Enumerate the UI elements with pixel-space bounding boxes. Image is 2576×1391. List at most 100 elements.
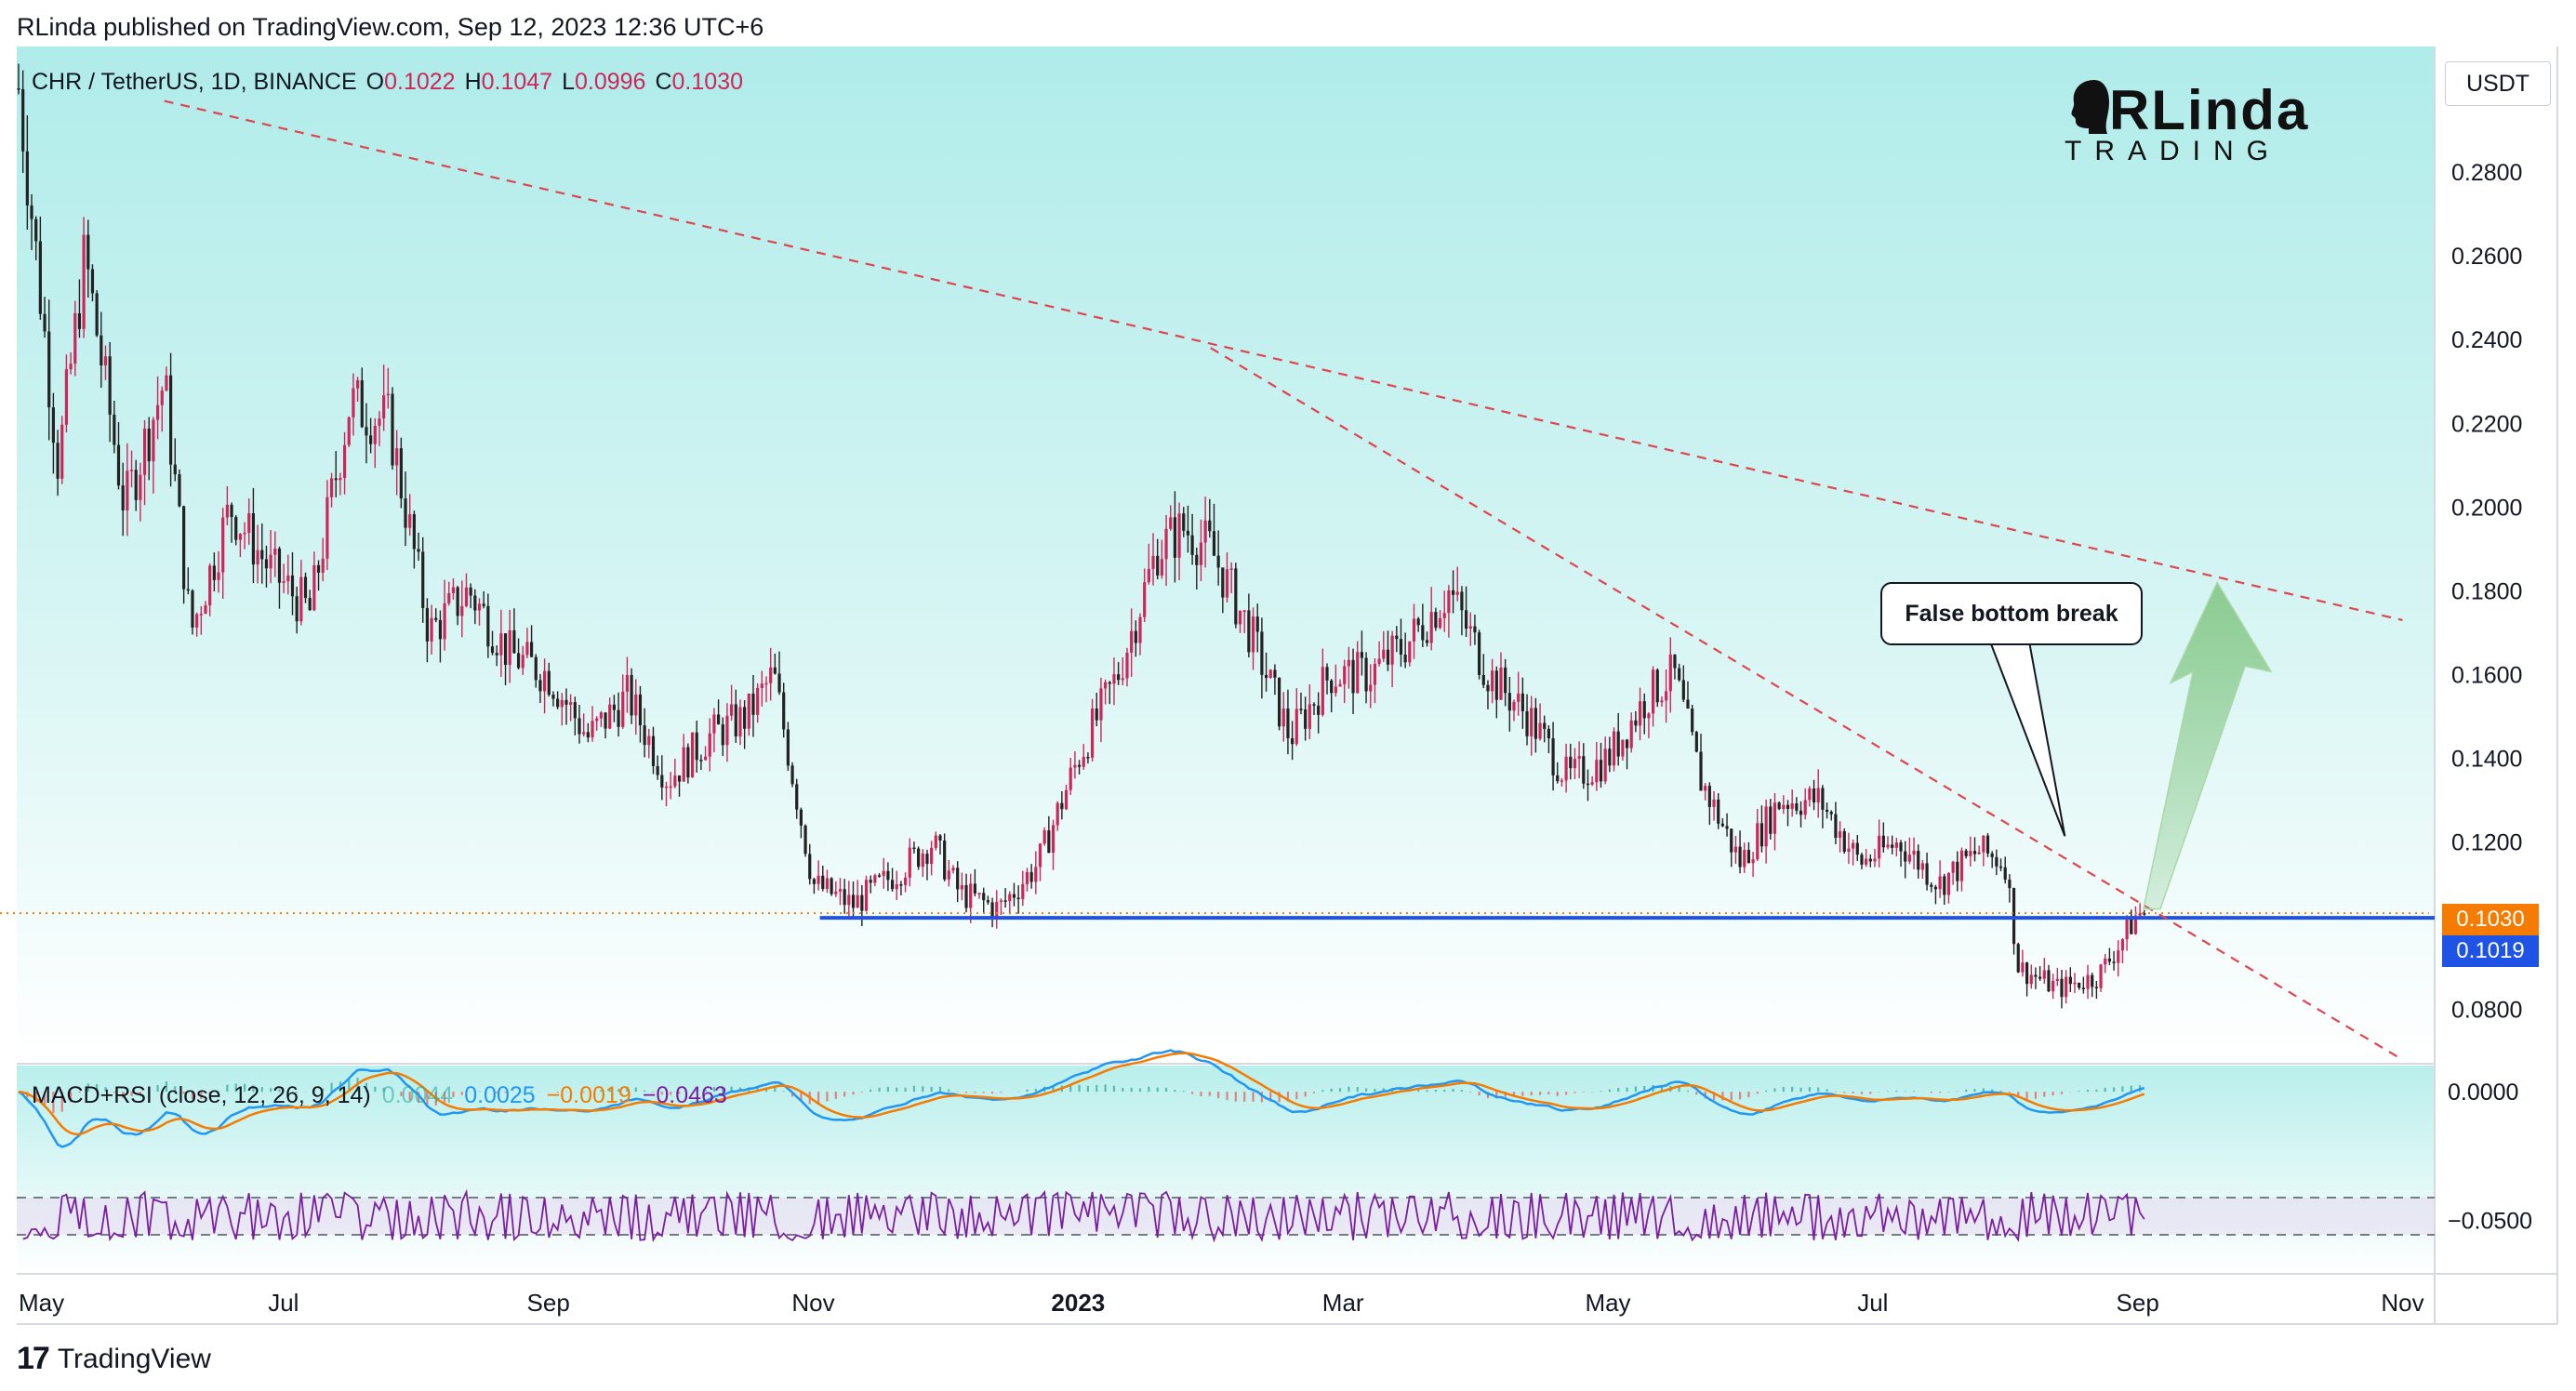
false-bottom-callout[interactable]: False bottom break bbox=[1880, 582, 2143, 645]
candle-body bbox=[1412, 618, 1416, 642]
candle-body bbox=[264, 559, 269, 569]
candle-body bbox=[1886, 844, 1890, 848]
candle-body bbox=[1694, 732, 1698, 752]
tradingview-footer[interactable]: 17 TradingView bbox=[17, 1341, 211, 1377]
candle-body bbox=[1299, 709, 1303, 710]
candle-body bbox=[1595, 760, 1599, 783]
trend-line-1 bbox=[164, 99, 2403, 621]
candle-body bbox=[508, 629, 511, 665]
trend-lines[interactable] bbox=[164, 99, 2404, 1061]
candle-body bbox=[960, 885, 963, 890]
price-axis[interactable]: 0.30000.28000.26000.24000.22000.20000.18… bbox=[2451, 76, 2522, 1024]
candle-body bbox=[1478, 632, 1481, 675]
candle-body bbox=[2107, 958, 2112, 962]
candle-body bbox=[2060, 978, 2064, 998]
logo-wordmark: RLinda bbox=[2109, 79, 2310, 141]
indicator-axis[interactable]: 0.0000 −0.0500 bbox=[2448, 1080, 2532, 1234]
candle-body bbox=[495, 653, 498, 656]
candle-body bbox=[760, 683, 764, 688]
price-tick-label: 0.2400 bbox=[2451, 327, 2522, 353]
candle-body bbox=[352, 388, 355, 417]
candle-body bbox=[1959, 850, 1964, 881]
candle-body bbox=[743, 707, 747, 729]
candle-body bbox=[990, 902, 994, 918]
candle-body bbox=[1408, 641, 1412, 663]
candle-body bbox=[269, 554, 272, 569]
candle-body bbox=[899, 884, 903, 886]
candle-body bbox=[1238, 610, 1242, 625]
candle-body bbox=[734, 704, 737, 737]
candle-body bbox=[673, 775, 677, 787]
candle-body bbox=[1308, 704, 1311, 729]
candle-body bbox=[129, 470, 134, 471]
candle-body bbox=[342, 444, 347, 479]
candle-body bbox=[299, 576, 303, 622]
candle-body bbox=[851, 894, 856, 908]
candle-body bbox=[1847, 848, 1851, 852]
candle-body bbox=[1756, 823, 1759, 860]
candle-body bbox=[1520, 693, 1524, 711]
candle-body bbox=[1455, 591, 1459, 595]
candle-body bbox=[751, 693, 755, 715]
candle-body bbox=[777, 673, 781, 693]
candle-body bbox=[1047, 830, 1051, 854]
candle-body bbox=[1865, 858, 1868, 865]
candle-body bbox=[1268, 669, 1272, 679]
candle-body bbox=[578, 718, 581, 735]
candle-body bbox=[1169, 517, 1173, 529]
candle-body bbox=[60, 424, 64, 479]
candle-body bbox=[1951, 861, 1955, 873]
candle-body bbox=[1360, 652, 1364, 658]
candle-body bbox=[1730, 828, 1733, 853]
candle-body bbox=[212, 565, 216, 580]
time-tick-label: May bbox=[19, 1289, 64, 1317]
candle-body bbox=[113, 414, 116, 445]
candle-body bbox=[1416, 618, 1420, 626]
candle-body bbox=[825, 878, 830, 889]
indicator-legend[interactable]: MACD+RSI (close, 12, 26, 9, 14) 0.0044 0… bbox=[32, 1082, 727, 1109]
candle-body bbox=[1494, 670, 1498, 700]
candle-body bbox=[1733, 846, 1738, 853]
candle-body bbox=[165, 375, 168, 391]
currency-button[interactable]: USDT bbox=[2445, 61, 2551, 106]
candle-body bbox=[182, 506, 186, 590]
candle-body bbox=[1543, 722, 1547, 729]
candle-body bbox=[695, 732, 698, 761]
candle-body bbox=[64, 369, 69, 425]
candle-body bbox=[1160, 559, 1163, 576]
candle-body bbox=[730, 704, 734, 716]
time-tick-label: Nov bbox=[791, 1289, 834, 1317]
candle-body bbox=[1177, 513, 1181, 558]
candle-body bbox=[1286, 709, 1290, 738]
candle-body bbox=[1334, 686, 1337, 694]
candle-body bbox=[260, 550, 264, 560]
candle-body bbox=[251, 513, 256, 565]
candle-body bbox=[316, 564, 321, 573]
candle-body bbox=[204, 605, 207, 615]
time-tick-label: May bbox=[1585, 1289, 1630, 1317]
candle-body bbox=[525, 642, 529, 656]
candle-body bbox=[1990, 853, 1994, 857]
candle-body bbox=[256, 550, 259, 565]
candle-body bbox=[303, 576, 308, 599]
candle-body bbox=[782, 692, 786, 730]
candle-body bbox=[1894, 842, 1898, 848]
symbol-legend[interactable]: CHR / TetherUS, 1D, BINANCE O0.1022 H0.1… bbox=[32, 69, 743, 96]
time-tick-label: Nov bbox=[2381, 1289, 2423, 1317]
candle-body bbox=[1343, 666, 1347, 684]
candle-body bbox=[1203, 520, 1207, 543]
candle-body bbox=[1956, 861, 1959, 881]
time-axis[interactable]: May Jul Sep Nov 2023 Mar May Jul Sep Nov bbox=[19, 1289, 2424, 1317]
candle-body bbox=[25, 151, 29, 205]
candle-body bbox=[1042, 830, 1046, 844]
candle-body bbox=[690, 732, 695, 778]
candle-body bbox=[1982, 835, 1985, 853]
candle-body bbox=[1759, 823, 1764, 847]
candle-body bbox=[1425, 640, 1429, 643]
candle-body bbox=[656, 765, 659, 775]
candle-body bbox=[986, 900, 990, 903]
candle-body bbox=[934, 835, 937, 848]
candle-body bbox=[2130, 918, 2133, 934]
candle-body bbox=[456, 587, 459, 616]
